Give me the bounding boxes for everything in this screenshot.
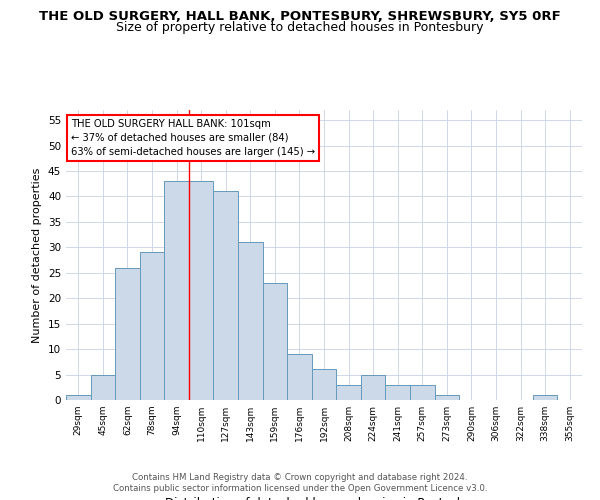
X-axis label: Distribution of detached houses by size in Pontesbury: Distribution of detached houses by size …	[164, 497, 484, 500]
Bar	[263, 283, 287, 400]
Text: Size of property relative to detached houses in Pontesbury: Size of property relative to detached ho…	[116, 21, 484, 34]
Text: THE OLD SURGERY HALL BANK: 101sqm
← 37% of detached houses are smaller (84)
63% : THE OLD SURGERY HALL BANK: 101sqm ← 37% …	[71, 118, 315, 156]
Text: Contains public sector information licensed under the Open Government Licence v3: Contains public sector information licen…	[113, 484, 487, 493]
Bar	[164, 181, 189, 400]
Bar	[287, 354, 312, 400]
Bar	[410, 384, 434, 400]
Bar	[336, 384, 361, 400]
Bar	[533, 395, 557, 400]
Bar	[115, 268, 140, 400]
Bar	[140, 252, 164, 400]
Bar	[312, 370, 336, 400]
Text: THE OLD SURGERY, HALL BANK, PONTESBURY, SHREWSBURY, SY5 0RF: THE OLD SURGERY, HALL BANK, PONTESBURY, …	[39, 10, 561, 23]
Bar	[361, 374, 385, 400]
Bar	[66, 395, 91, 400]
Y-axis label: Number of detached properties: Number of detached properties	[32, 168, 43, 342]
Bar	[214, 192, 238, 400]
Text: Contains HM Land Registry data © Crown copyright and database right 2024.: Contains HM Land Registry data © Crown c…	[132, 472, 468, 482]
Bar	[91, 374, 115, 400]
Bar	[434, 395, 459, 400]
Bar	[385, 384, 410, 400]
Bar	[238, 242, 263, 400]
Bar	[189, 181, 214, 400]
